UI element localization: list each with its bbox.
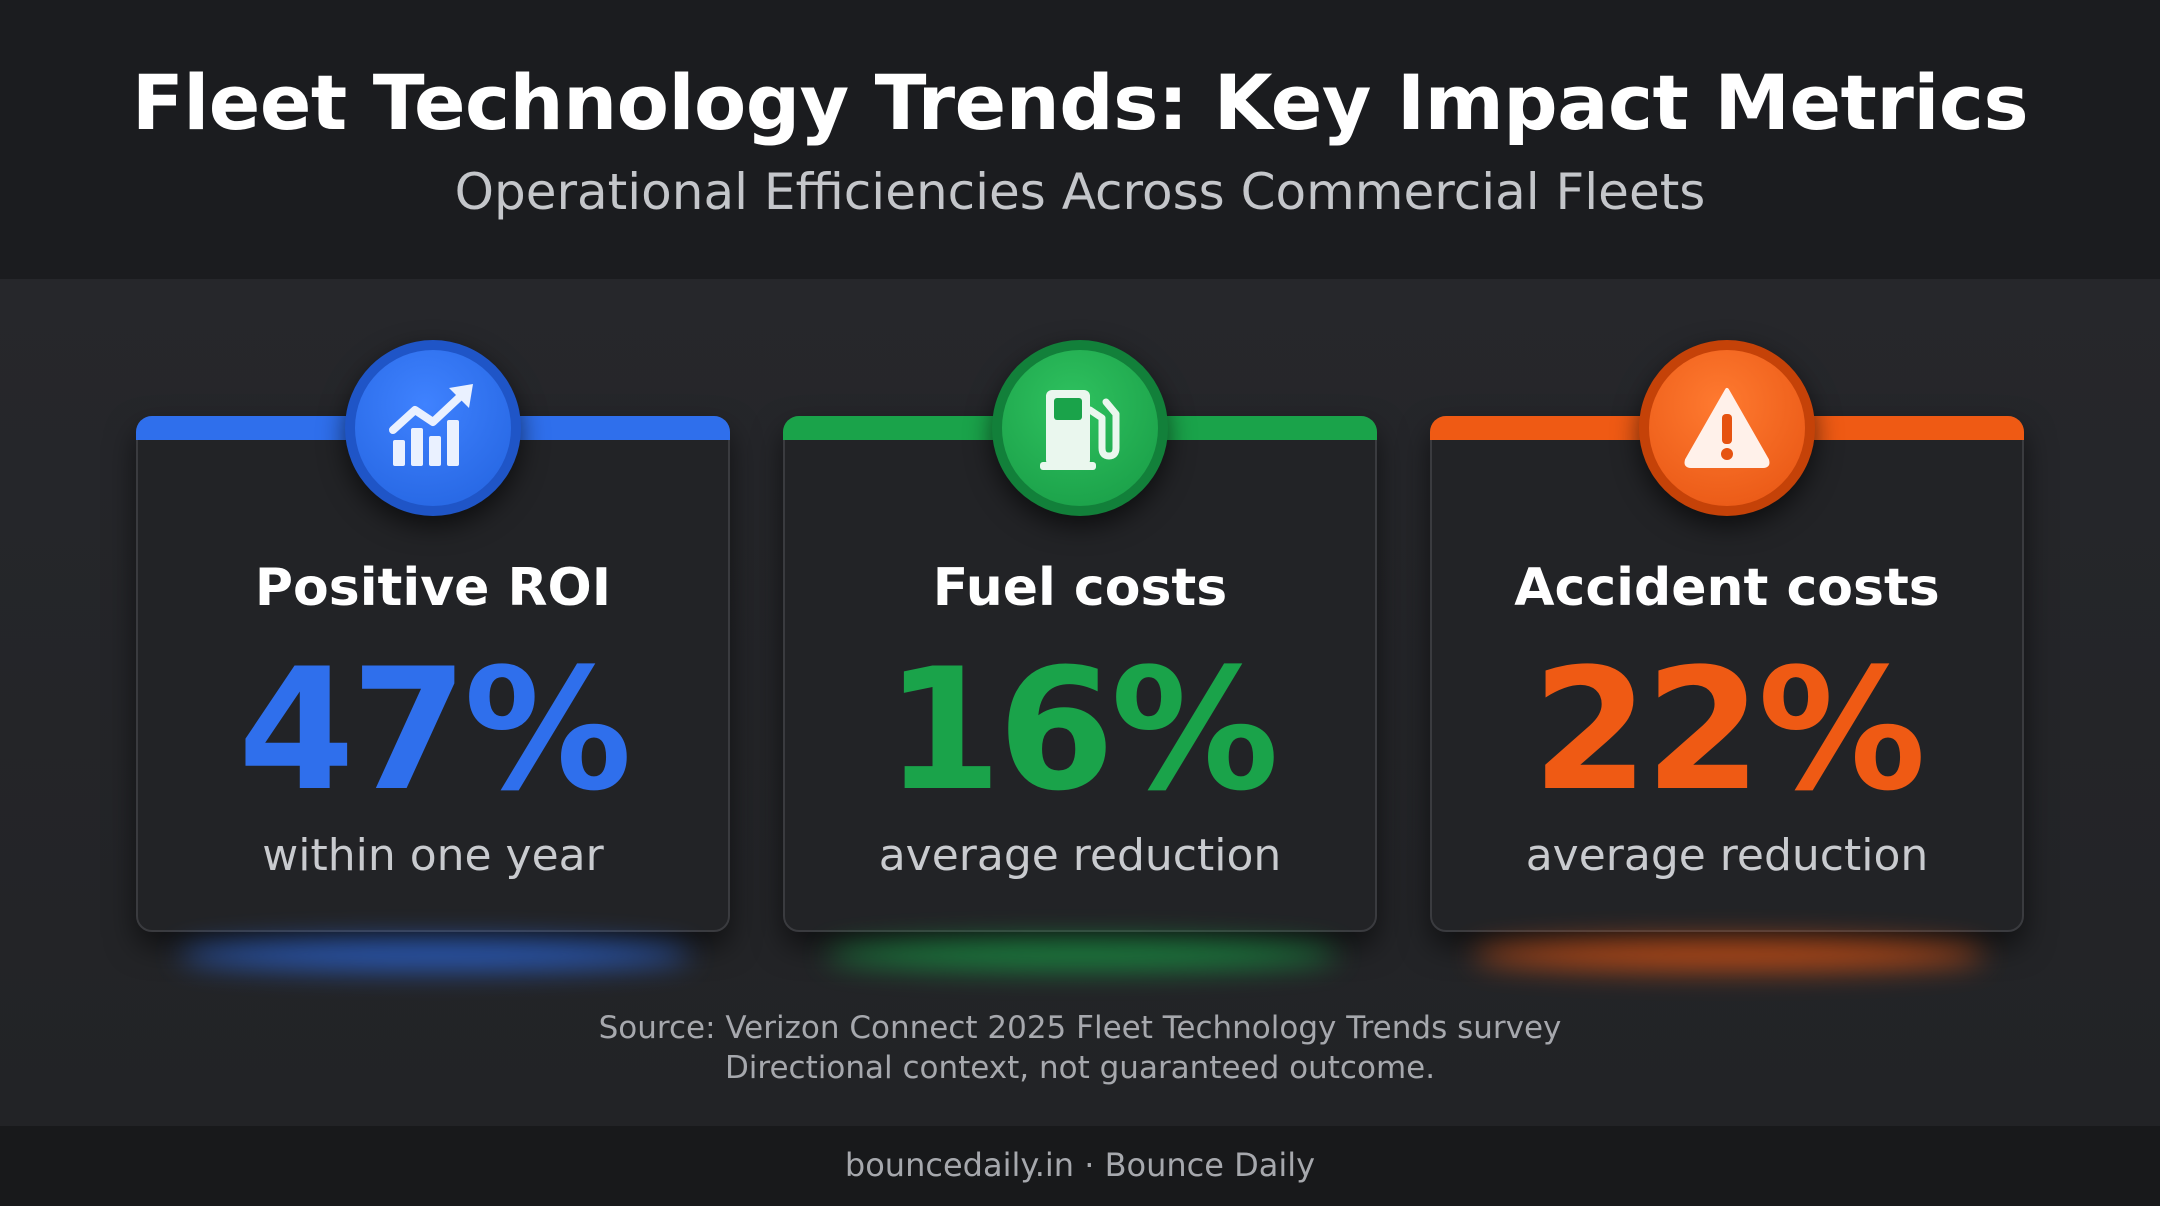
page-subtitle: Operational Efficiencies Across Commerci… [454, 163, 1706, 221]
metric-badge-accident [1639, 340, 1815, 516]
trending-up-chart-icon [389, 384, 473, 466]
source-note: Source: Verizon Connect 2025 Fleet Techn… [0, 1008, 2160, 1088]
header: Fleet Technology Trends: Key Impact Metr… [0, 0, 2160, 279]
fuel-pump-icon [1040, 390, 1120, 470]
footer-credit: bouncedaily.in · Bounce Daily [844, 1146, 1316, 1184]
metric-label: Accident costs [1514, 558, 1940, 618]
metric-value: 16% [884, 632, 1279, 828]
metric-badge-fuel [992, 340, 1168, 516]
metric-caption: average reduction [878, 830, 1282, 881]
footer: bouncedaily.in · Bounce Daily [0, 1126, 2160, 1206]
card-glow [825, 940, 1339, 970]
disclaimer-line: Directional context, not guaranteed outc… [724, 1050, 1436, 1086]
metric-label: Positive ROI [254, 558, 612, 618]
warning-triangle-icon [1684, 388, 1770, 468]
metric-caption: within one year [262, 830, 604, 881]
metric-badge-roi [345, 340, 521, 516]
page-title: Fleet Technology Trends: Key Impact Metr… [131, 58, 2029, 147]
card-glow [178, 940, 692, 970]
source-line: Source: Verizon Connect 2025 Fleet Techn… [598, 1010, 1562, 1046]
metric-value: 47% [237, 632, 632, 828]
metric-value: 22% [1531, 632, 1926, 828]
metric-label: Fuel costs [932, 558, 1228, 618]
metric-caption: average reduction [1525, 830, 1929, 881]
card-glow [1472, 940, 1986, 970]
